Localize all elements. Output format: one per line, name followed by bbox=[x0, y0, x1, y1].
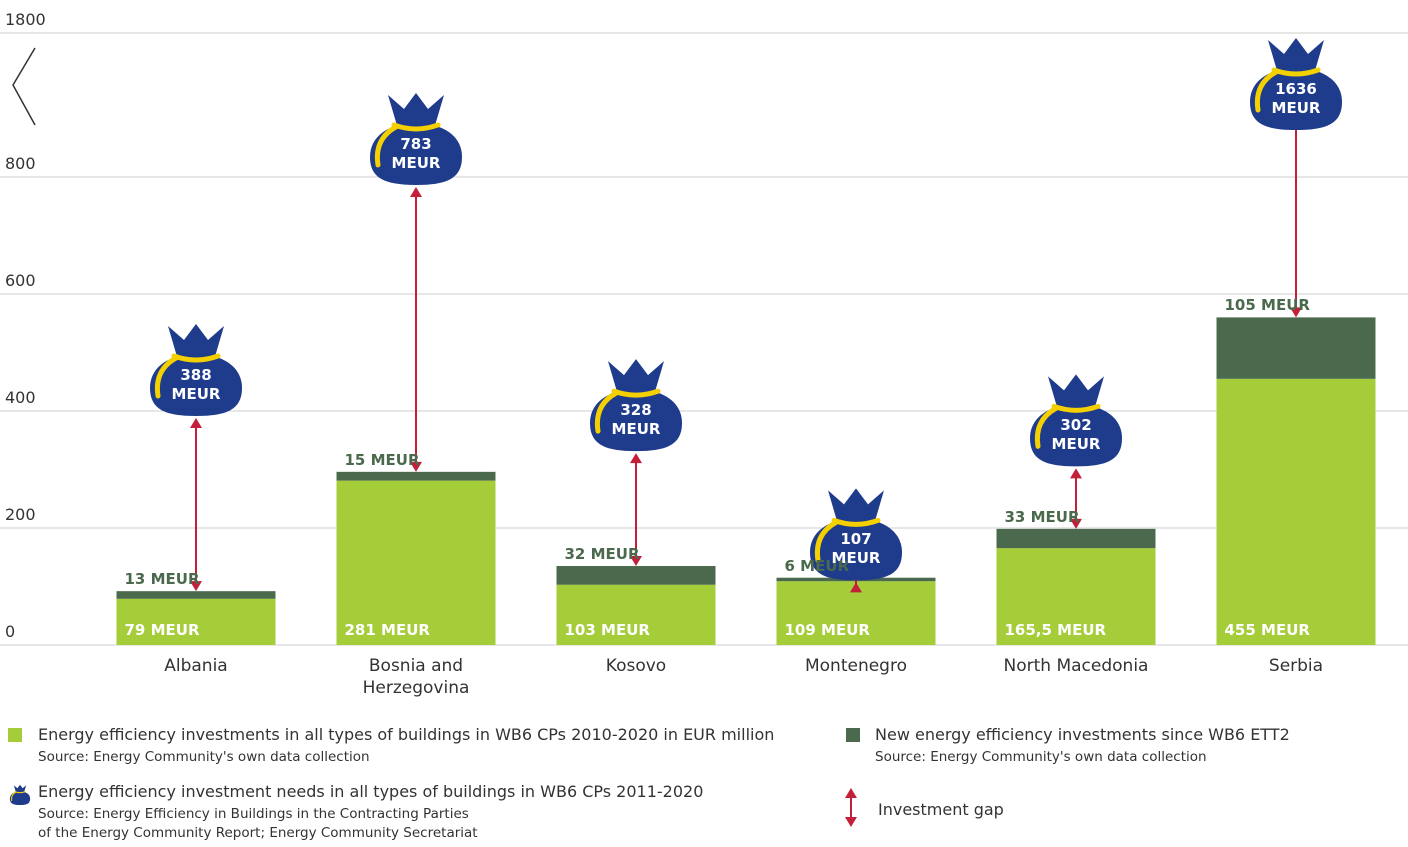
need-bag-body bbox=[1030, 404, 1122, 467]
bar-value-label: 109 MEUR bbox=[784, 621, 870, 639]
need-bag-rope bbox=[594, 388, 661, 434]
gap-arrow-head bbox=[190, 581, 202, 592]
bar-segment bbox=[556, 566, 716, 585]
legend-arrow-head bbox=[845, 788, 857, 798]
need-bag bbox=[810, 488, 902, 581]
bar-value-label: 33 MEUR bbox=[1004, 507, 1080, 526]
y-tick-label: 400 bbox=[5, 388, 36, 407]
need-bag-rope bbox=[814, 517, 881, 563]
need-bag-crown bbox=[828, 488, 884, 525]
need-bag-rope bbox=[374, 122, 441, 168]
legend-arrow-head bbox=[845, 817, 857, 827]
bar-value-label: 165,5 MEUR bbox=[1004, 621, 1107, 639]
bar-value-label: 455 MEUR bbox=[1224, 621, 1310, 639]
need-bag-crown bbox=[168, 324, 224, 361]
need-bag-body bbox=[1250, 68, 1342, 130]
gap-arrow-head bbox=[410, 461, 422, 472]
bar-value-label: 105 MEUR bbox=[1224, 296, 1310, 315]
bar-segment bbox=[996, 528, 1156, 549]
y-tick-label: 800 bbox=[5, 154, 36, 173]
need-bag bbox=[590, 359, 682, 452]
need-bag-rope bbox=[154, 353, 221, 399]
bar-value-label: 15 MEUR bbox=[344, 450, 420, 469]
legend-source: Source: Energy Community's own data coll… bbox=[38, 749, 370, 765]
legend-source: Source: Energy Efficiency in Buildings i… bbox=[38, 806, 469, 822]
y-tick-label: 1800 bbox=[5, 10, 46, 29]
bar-value-label: 13 MEUR bbox=[124, 570, 200, 589]
need-bag-body bbox=[590, 389, 682, 452]
legend-bag bbox=[9, 784, 31, 805]
gap-arrow bbox=[1070, 468, 1082, 529]
gap-arrow-head bbox=[410, 186, 422, 197]
need-bag bbox=[150, 324, 242, 417]
gap-arrow bbox=[410, 186, 422, 472]
gap-arrow-head bbox=[190, 418, 202, 429]
gap-arrow-head bbox=[1070, 518, 1082, 529]
bar-value-label: 103 MEUR bbox=[564, 621, 650, 639]
need-label: 783 MEUR bbox=[391, 134, 441, 172]
y-tick-label: 0 bbox=[5, 622, 16, 641]
bar-value-label: 281 MEUR bbox=[344, 621, 430, 639]
bar-segment bbox=[1216, 317, 1376, 379]
legend-label: New energy efficiency investments since … bbox=[875, 725, 1290, 744]
need-label: 302 MEUR bbox=[1051, 416, 1101, 454]
need-label: 328 MEUR bbox=[611, 401, 661, 439]
legend-arrow bbox=[845, 788, 857, 827]
legend-swatch bbox=[8, 728, 22, 742]
x-tick-label: North Macedonia bbox=[1003, 656, 1149, 676]
need-bag bbox=[1250, 38, 1342, 130]
need-bag-crown bbox=[1268, 38, 1324, 74]
legend-label: Investment gap bbox=[878, 800, 1004, 819]
gap-arrow-head bbox=[630, 556, 642, 567]
y-tick-label: 200 bbox=[5, 505, 36, 524]
x-tick-label: Montenegro bbox=[804, 656, 907, 676]
legend-source: of the Energy Community Report; Energy C… bbox=[38, 825, 478, 841]
need-bag bbox=[370, 92, 462, 185]
legend-bag-crown bbox=[13, 784, 27, 793]
bar-segment bbox=[1216, 378, 1376, 645]
bar-value-label: 32 MEUR bbox=[564, 545, 640, 564]
gap-arrow-head bbox=[1290, 307, 1302, 318]
need-bag-rope bbox=[1254, 67, 1321, 113]
legend-source: Source: Energy Community's own data coll… bbox=[875, 749, 1207, 765]
x-tick-label: Bosnia and Herzegovina bbox=[362, 656, 470, 698]
gap-arrow-head bbox=[850, 582, 862, 593]
need-bag-crown bbox=[608, 359, 664, 396]
bar-segment bbox=[556, 584, 716, 645]
y-tick-label: 600 bbox=[5, 271, 36, 290]
bar-segment bbox=[116, 591, 276, 599]
need-bag-body bbox=[810, 518, 902, 581]
need-label: 107 MEUR bbox=[831, 530, 881, 568]
bar-segment bbox=[336, 471, 496, 481]
gap-arrow bbox=[630, 453, 642, 567]
x-tick-label: Albania bbox=[164, 656, 228, 676]
need-bag-body bbox=[370, 122, 462, 185]
legend-label: Energy efficiency investment needs in al… bbox=[38, 782, 704, 801]
need-bag-body bbox=[150, 354, 242, 417]
axis-break bbox=[12, 47, 36, 126]
need-bag-crown bbox=[1048, 374, 1104, 411]
x-tick-label: Kosovo bbox=[605, 656, 667, 676]
bar-segment bbox=[336, 480, 496, 645]
need-bag-crown bbox=[388, 92, 444, 129]
gap-arrow-head bbox=[630, 453, 642, 464]
need-label: 388 MEUR bbox=[171, 366, 221, 404]
need-label: 1636 MEUR bbox=[1271, 80, 1321, 117]
bar-value-label: 79 MEUR bbox=[124, 621, 200, 639]
gap-arrow-head bbox=[1070, 468, 1082, 479]
x-tick-label: Serbia bbox=[1268, 656, 1324, 676]
bar-segment bbox=[116, 598, 276, 645]
bar-value-label: 6 MEUR bbox=[784, 556, 850, 575]
legend-bag-body bbox=[9, 791, 31, 805]
need-bag-rope bbox=[1034, 403, 1101, 449]
legend-bag-rope bbox=[10, 791, 26, 802]
gap-arrow bbox=[190, 418, 202, 592]
legend-swatch bbox=[846, 728, 860, 742]
legend-label: Energy efficiency investments in all typ… bbox=[38, 725, 775, 744]
bar-segment bbox=[996, 548, 1156, 645]
need-bag bbox=[1030, 374, 1122, 467]
